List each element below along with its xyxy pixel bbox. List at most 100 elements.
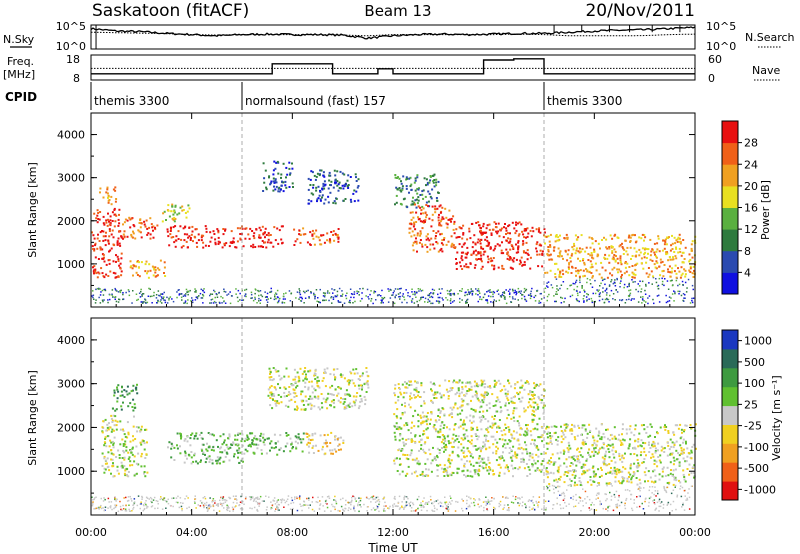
range-cell [309, 178, 312, 181]
range-cell [541, 399, 544, 402]
range-cell [580, 510, 582, 512]
range-cell [486, 469, 489, 472]
range-cell [608, 301, 610, 303]
range-cell [630, 258, 632, 260]
range-cell [329, 393, 332, 395]
range-cell [193, 454, 196, 457]
range-cell [146, 301, 149, 304]
range-cell [599, 247, 601, 250]
range-cell [417, 391, 420, 394]
range-cell [245, 227, 248, 230]
range-cell [515, 258, 518, 261]
range-cell [579, 277, 581, 279]
range-cell [165, 500, 167, 502]
range-cell [270, 290, 273, 293]
range-cell [400, 287, 402, 290]
range-cell [497, 293, 500, 295]
cpid-segment-2: themis 3300 [547, 94, 622, 108]
range-cell [395, 415, 398, 418]
range-cell [611, 268, 614, 271]
range-cell [628, 282, 630, 285]
range-cell [152, 229, 154, 232]
range-cell [125, 504, 127, 506]
range-cell [190, 462, 193, 465]
range-cell [251, 507, 253, 510]
range-cell [256, 302, 258, 304]
range-cell [414, 199, 417, 202]
range-cell [609, 234, 612, 237]
range-cell [280, 184, 283, 187]
range-cell [104, 288, 106, 291]
range-cell [113, 207, 116, 210]
range-cell [484, 383, 487, 385]
range-cell [399, 433, 402, 436]
range-cell [487, 261, 490, 264]
range-cell [382, 298, 384, 300]
range-cell [684, 246, 687, 249]
range-cell [488, 469, 491, 472]
range-cell [161, 293, 164, 295]
range-cell [429, 175, 432, 178]
range-cell [676, 240, 679, 243]
range-cell [172, 218, 175, 221]
range-cell [141, 295, 143, 297]
range-cell [312, 496, 314, 499]
range-cell [278, 509, 280, 511]
range-cell [356, 290, 358, 292]
range-cell [284, 404, 287, 407]
power-colorbar-label: Power [dB] [759, 180, 772, 240]
range-cell [229, 302, 232, 305]
range-cell [625, 299, 628, 301]
range-cell [619, 259, 622, 262]
range-cell [512, 298, 514, 300]
range-cell [460, 437, 463, 440]
range-cell [372, 302, 374, 305]
range-cell [426, 412, 429, 414]
range-cell [253, 232, 256, 235]
range-cell [114, 415, 117, 418]
colorbar-tick-label: 16 [744, 202, 758, 215]
range-cell [511, 296, 514, 298]
range-cell [453, 424, 456, 427]
range-cell [426, 501, 429, 504]
range-cell [425, 204, 428, 206]
range-cell [116, 240, 119, 243]
range-cell [259, 439, 262, 442]
range-cell [489, 386, 492, 389]
range-cell [327, 187, 330, 190]
range-cell [206, 507, 209, 509]
range-cell [132, 290, 134, 292]
range-cell [131, 464, 134, 467]
range-cell [457, 455, 460, 458]
range-cell [475, 435, 478, 437]
range-cell [400, 180, 402, 183]
range-cell [405, 386, 408, 389]
range-cell [563, 497, 566, 500]
range-cell [161, 220, 164, 223]
range-cell [461, 386, 464, 389]
range-cell [380, 302, 382, 304]
range-cell [112, 414, 115, 417]
range-cell [133, 501, 136, 503]
range-cell [127, 405, 130, 408]
range-cell [596, 485, 598, 487]
range-cell [350, 293, 353, 295]
range-cell [282, 298, 285, 300]
range-cell [423, 442, 426, 445]
range-cell [209, 503, 211, 506]
range-cell [532, 414, 535, 416]
range-cell [337, 392, 340, 395]
range-cell [258, 290, 260, 293]
range-cell [336, 290, 339, 293]
range-cell [443, 424, 446, 427]
range-cell [506, 397, 509, 400]
range-cell [517, 241, 520, 244]
range-cell [493, 506, 495, 509]
range-cell [136, 383, 138, 386]
range-cell [133, 502, 136, 504]
range-cell [129, 402, 132, 405]
range-cell [645, 248, 648, 250]
range-cell [447, 457, 450, 460]
range-cell [412, 293, 414, 296]
range-cell [469, 237, 472, 240]
